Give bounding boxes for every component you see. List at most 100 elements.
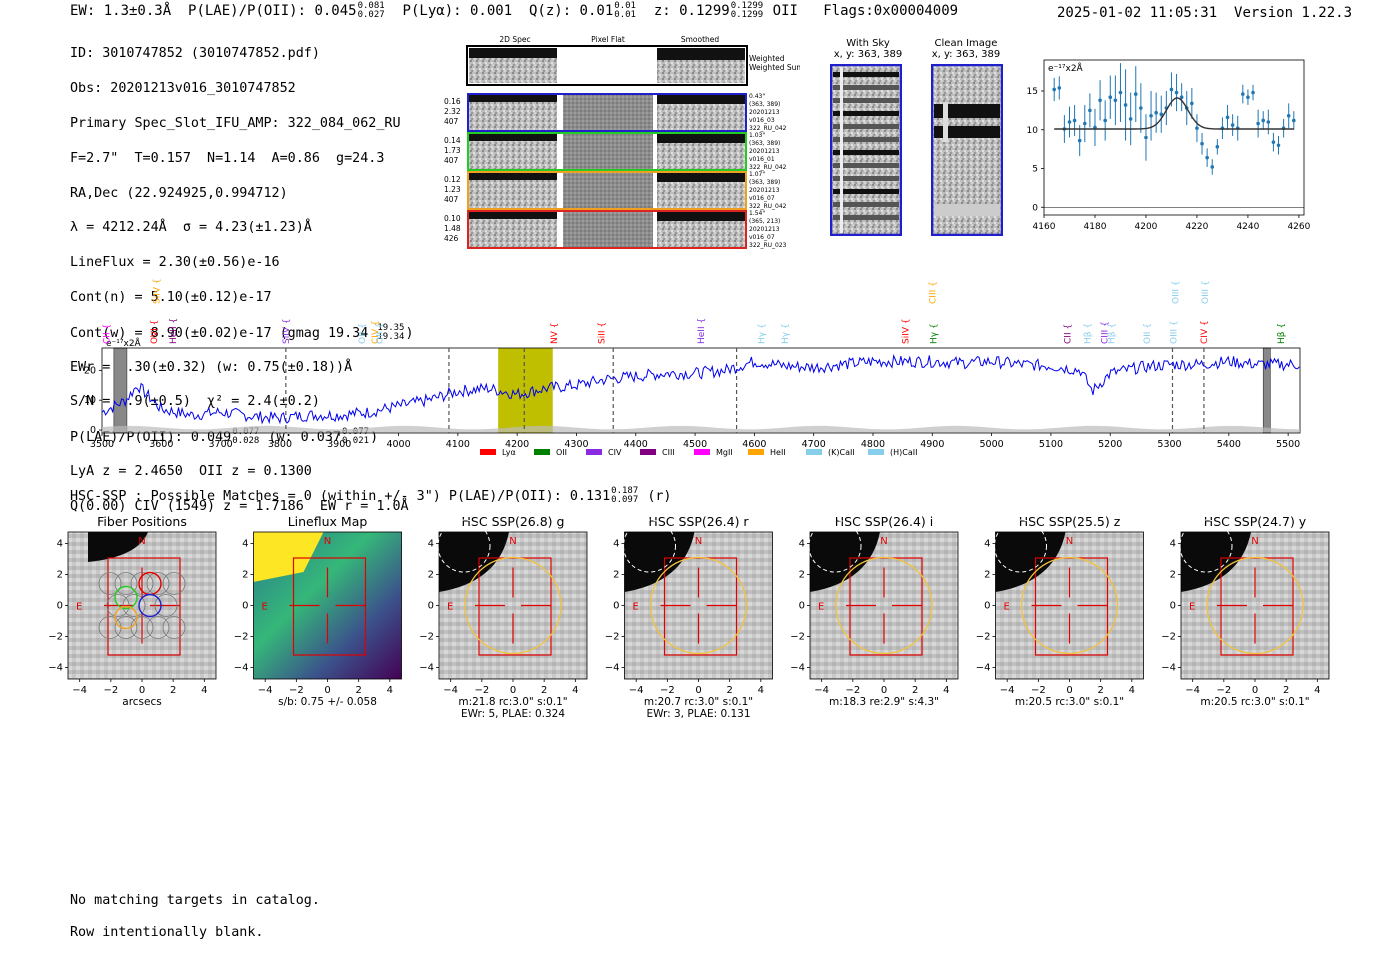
- cutout-label: 20201213: [749, 187, 780, 194]
- ew-value: EW: 1.3±0.3Å: [70, 3, 172, 19]
- legend-item: MgII: [694, 448, 733, 457]
- zoom-data-point: [1215, 139, 1220, 155]
- full-xtick-label: 3800: [268, 439, 292, 450]
- noise-band: [102, 425, 1300, 433]
- emission-line-label: OIII {: [1170, 320, 1180, 344]
- hsc-xtick-label: 4: [387, 685, 393, 696]
- cutout-label: v016_01: [749, 156, 775, 163]
- hsc-ytick-label: 4: [613, 539, 619, 550]
- hsc-xtick-label: 0: [1252, 685, 1258, 696]
- east-label: E: [818, 602, 824, 613]
- full-xtick-label: 4100: [446, 439, 470, 450]
- zoom-data-point: [1067, 106, 1072, 138]
- zoom-data-point: [1225, 104, 1230, 130]
- cutout-label: (363, 389): [749, 101, 780, 108]
- cutout-val-3: 407: [444, 117, 459, 126]
- cutout-label: v016_03: [749, 117, 775, 124]
- emission-line-label: Hγ {: [929, 323, 939, 344]
- info-primary: Primary Spec_Slot_IFU_AMP: 322_084_062_R…: [70, 116, 401, 131]
- with-sky-title: With Sky x, y: 363, 389: [833, 38, 903, 60]
- cutout-label: 20201213: [749, 109, 780, 116]
- emission-line-label: OIII {: [1201, 280, 1211, 304]
- info-contw: Cont(w) = 8.90(±0.02)e-17 (gmag 19.34 19…: [70, 322, 414, 342]
- zoom-data-point: [1246, 89, 1250, 105]
- full-spectrum-plot: e⁻¹⁷x2Å 3500 3600 3700 3800 3900 4000 4100 4200…: [84, 278, 1301, 457]
- north-label: N: [324, 536, 331, 547]
- hsc-ytick-label: 0: [242, 601, 248, 612]
- hsc-ytick-label: 2: [799, 570, 805, 581]
- emission-line-label: Hγ {: [781, 323, 791, 344]
- cutout-val-1: 0.10: [444, 214, 461, 223]
- hsc-xtick-label: 2: [912, 685, 918, 696]
- zoom-data-point: [1200, 132, 1204, 155]
- zoom-fit-curve: [1054, 97, 1294, 130]
- emission-line-label: SiII {: [597, 322, 607, 344]
- legend-item: (H)CaII: [868, 448, 917, 457]
- info-q: Q(0.00) CIV (1549) z = 1.7186 EW r = 1.0…: [70, 498, 409, 514]
- emission-line-label: HeII {: [697, 318, 707, 344]
- north-label: N: [695, 536, 702, 547]
- hsc-xtick-label: −2: [660, 685, 675, 696]
- hsc-panel: HSC SSP(26.4) r N E −4 −4 −2 −2 0 0 2 2 4 4 m:20.7 rc…: [605, 514, 773, 720]
- full-xtick-label: 3500: [90, 439, 114, 450]
- weighted-sum-label: Weighted Sum: [749, 63, 800, 72]
- cutout-label: 1.54": [749, 210, 765, 217]
- hsc-xtick-label: −4: [258, 685, 273, 696]
- hsc-xtick-label: −4: [72, 685, 87, 696]
- north-label: N: [1251, 536, 1258, 547]
- footer-line-2: Row intentionally blank.: [70, 925, 264, 940]
- legend-item: HeII: [748, 448, 786, 457]
- zoom-xtick-label: 4160: [1033, 222, 1056, 232]
- zoom-data-point: [1292, 111, 1296, 130]
- spectrum-line: [101, 353, 1300, 425]
- aperture-circle: [1206, 556, 1304, 655]
- hsc-ytick-label: −4: [1161, 662, 1176, 673]
- hsc-ytick-label: 0: [984, 601, 990, 612]
- info-ewr: EWr = 1.30(±0.32) (w: 0.75(±0.18))Å: [70, 359, 353, 375]
- zoom-data-point: [1210, 159, 1215, 175]
- hsc-ytick-label: 2: [242, 570, 248, 581]
- zoom-spectrum-plot: e⁻¹⁷x2Å 4160 4180 4200 4220 4240 4260 0 5 10 15: [1027, 59, 1311, 232]
- full-ylabel: e⁻¹⁷x2Å: [106, 337, 142, 349]
- zoom-data-point: [1251, 84, 1255, 101]
- hsc-panel-caption: m:21.8 rc:3.0" s:0.1": [458, 696, 567, 708]
- hsc-panel: HSC SSP(26.8) g N E −4 −4 −2 −2 0 0 2 2 4 4 m:21.8 rc…: [419, 514, 588, 720]
- zoom-data-point: [1072, 104, 1077, 136]
- legend-label: (K)CaII: [828, 448, 855, 457]
- plae-range: 0.081 0.027: [357, 1, 385, 20]
- full-xtick-label: 5300: [1157, 439, 1181, 450]
- hsc-panel: Lineflux Map N E −4 −4 −2 −2 0 0 2 2 4 4 s/b: 0.75 +/…: [234, 514, 402, 708]
- legend-item: (K)CaII: [806, 448, 855, 457]
- svg-text:Weighted: Weighted: [749, 54, 785, 63]
- hsc-panel-caption: s/b: 0.75 +/- 0.058: [278, 696, 377, 708]
- cutout-val-2: 1.73: [444, 146, 461, 155]
- cutout-label: (363, 389): [749, 140, 780, 147]
- hsc-xtick-label: 4: [1129, 685, 1135, 696]
- hsc-ytick-label: 2: [428, 570, 434, 581]
- legend-label: CIV: [608, 448, 622, 457]
- legend-label: CIII: [662, 448, 675, 457]
- hsc-xtick-label: −2: [1216, 685, 1231, 696]
- cutout-val-2: 1.23: [444, 185, 461, 194]
- hsc-ytick-label: −4: [234, 662, 249, 673]
- emission-line-label: OII {: [358, 323, 368, 344]
- hsc-title: HSC-SSP : Possible Matches = 0 (within +…: [70, 486, 672, 505]
- emission-line-label: OII {: [376, 323, 386, 344]
- legend-label: Lyα: [502, 448, 516, 457]
- info-contn: Cont(n) = 5.10(±0.12)e-17: [70, 289, 272, 305]
- cutout-label: 322_RU_042: [749, 203, 787, 210]
- hsc-xtick-label: 2: [355, 685, 361, 696]
- hsc-panel-caption: m:18.3 re:2.9" s:4.3": [829, 696, 939, 708]
- hsc-panel: Fiber Positions N E −4 −4 −2 −2 0 0 2 2 4 4 arcsecs: [48, 514, 217, 708]
- emission-line-label: SiIV {: [282, 318, 292, 344]
- hsc-panel-title: HSC SSP(25.5) z: [1019, 514, 1121, 529]
- zoom-data-point: [1205, 148, 1209, 167]
- full-xtick-label: 5500: [1276, 439, 1300, 450]
- col-2d-spec: 2D Spec: [499, 35, 530, 44]
- hsc-xtick-label: 2: [170, 685, 176, 696]
- aperture-circle: [464, 556, 562, 655]
- cutout-label: 1.07": [749, 171, 765, 178]
- zoom-data-point: [1128, 92, 1133, 146]
- clean-image: [931, 64, 1003, 236]
